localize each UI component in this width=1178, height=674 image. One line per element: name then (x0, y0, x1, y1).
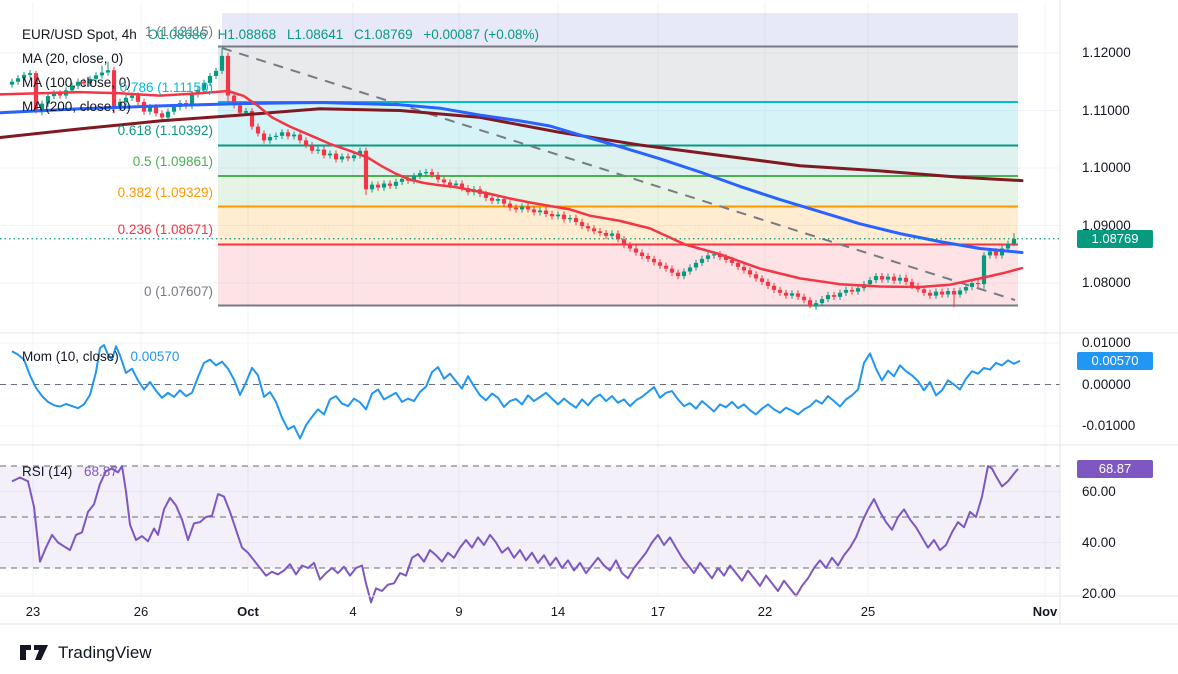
ma200-line (0, 107, 1024, 183)
momentum-line (11, 344, 1021, 440)
ma20-line (0, 89, 1024, 289)
momentum-layer (0, 344, 1060, 440)
rsi-line (11, 465, 1019, 604)
ma100-line (0, 101, 1024, 254)
trendline-layer (221, 47, 1016, 301)
borders-layer (0, 0, 1178, 625)
rsi-layer (0, 465, 1060, 604)
ma-lines-layer (0, 89, 1024, 289)
